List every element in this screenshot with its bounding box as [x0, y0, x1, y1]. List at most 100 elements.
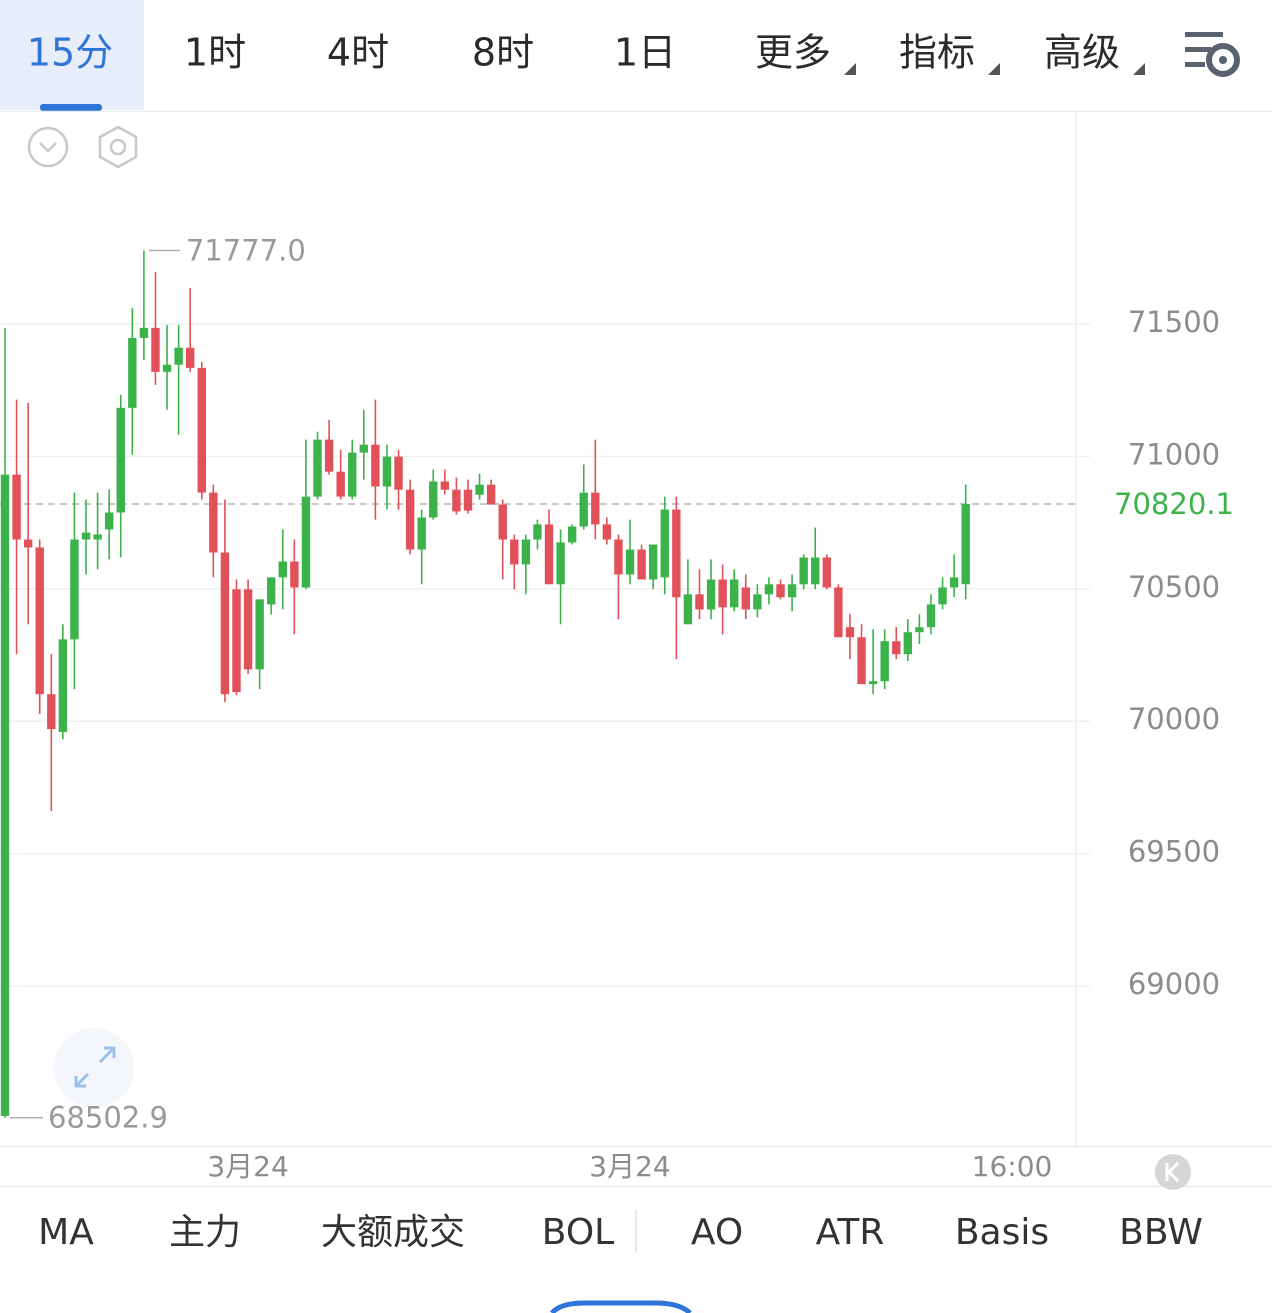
- y-tick-label: 71500: [1128, 305, 1220, 339]
- candle-body: [405, 489, 415, 550]
- icon-gear-center: [1219, 56, 1227, 64]
- candle-body: [70, 539, 79, 640]
- icon-hole: [109, 138, 127, 156]
- candle-body: [47, 694, 56, 730]
- icon-k: [1165, 1161, 1180, 1183]
- candle-body: [706, 579, 716, 610]
- timeframe-tab[interactable]: 8时: [472, 31, 534, 75]
- timeframe-tab[interactable]: 1日: [614, 31, 676, 75]
- candle-body: [892, 641, 901, 655]
- candle-body: [35, 547, 44, 695]
- candle-body: [440, 481, 450, 490]
- candle-body: [452, 489, 461, 512]
- collapse-button[interactable]: [27, 126, 69, 168]
- timeframe-tab[interactable]: 15分: [27, 31, 113, 75]
- low-label: 68502.9: [48, 1101, 168, 1135]
- icon-bar: [1185, 47, 1211, 52]
- last-price-label: 70820.1: [1114, 487, 1234, 521]
- icon-arrows: [74, 1046, 116, 1088]
- candle-body: [93, 534, 102, 540]
- candle-body: [799, 557, 808, 585]
- candle-body: [811, 557, 820, 585]
- candle-body: [637, 549, 646, 580]
- candle-body: [776, 584, 785, 598]
- indicator-tab[interactable]: BOL: [542, 1212, 614, 1253]
- icon-hexagon: [98, 125, 138, 169]
- indicator-tab[interactable]: MA: [38, 1212, 94, 1253]
- candle-body: [926, 604, 936, 628]
- home-indicator: [550, 1300, 692, 1313]
- y-tick-label: 70000: [1128, 702, 1220, 736]
- candle-body: [116, 407, 125, 513]
- candle-body: [12, 474, 21, 540]
- icon-circle: [27, 126, 69, 168]
- icon-circle: [1155, 1154, 1191, 1190]
- candle-body: [556, 542, 565, 585]
- indicator-tab[interactable]: 主力: [169, 1212, 241, 1253]
- candle-body: [753, 594, 762, 610]
- x-tick-label: 16:00: [972, 1150, 1053, 1183]
- candle-body: [382, 456, 392, 487]
- timeframe-tab[interactable]: 指标: [899, 31, 975, 75]
- timeframe-tab[interactable]: 4时: [327, 31, 389, 75]
- y-tick-label: 69500: [1128, 835, 1220, 869]
- dropdown-triangle: [844, 63, 856, 75]
- candle-body: [868, 681, 878, 685]
- candle-body: [903, 632, 913, 655]
- high-label: 71777.0: [186, 234, 306, 268]
- candle-body: [0, 474, 10, 1116]
- candle-body: [880, 641, 889, 682]
- timeframe-tab[interactable]: 高级: [1044, 31, 1120, 75]
- candle-body: [672, 509, 681, 598]
- candle-body: [533, 524, 542, 540]
- candle-body: [602, 524, 612, 540]
- candle-body: [348, 452, 357, 497]
- timeframe-tab[interactable]: 更多: [755, 31, 831, 75]
- candle-body: [104, 512, 114, 530]
- fullscreen-button[interactable]: [54, 1028, 134, 1108]
- candle-body: [764, 584, 774, 595]
- x-tick-label: 3月24: [207, 1150, 288, 1183]
- timeframe-tab[interactable]: 1时: [184, 31, 246, 75]
- indicator-tab[interactable]: ATR: [816, 1212, 885, 1253]
- candle-body: [128, 337, 137, 408]
- candle-body: [787, 584, 797, 598]
- candle-body: [81, 532, 91, 540]
- kline-badge[interactable]: [1155, 1154, 1191, 1190]
- candle-body: [255, 599, 264, 670]
- candle-body: [510, 539, 519, 565]
- indicator-tab[interactable]: 大额成交: [321, 1212, 465, 1253]
- candle-body: [336, 471, 345, 497]
- indicator-tab[interactable]: BBW: [1119, 1212, 1203, 1253]
- dropdown-triangle: [988, 63, 1000, 75]
- chart-settings-button[interactable]: [98, 125, 138, 169]
- indicator-tab[interactable]: AO: [691, 1212, 743, 1253]
- candle-body: [730, 579, 739, 608]
- candle-body: [660, 509, 669, 578]
- candle-body: [220, 552, 230, 695]
- candle-body: [463, 489, 473, 511]
- y-tick-label: 71000: [1128, 437, 1220, 471]
- candle-body: [822, 557, 832, 588]
- indicator-tab[interactable]: Basis: [955, 1212, 1049, 1253]
- candle-body: [359, 444, 369, 453]
- active-tab-bg: [0, 0, 144, 110]
- candle-body: [324, 439, 334, 472]
- candle-body: [949, 577, 959, 588]
- candle-body: [232, 589, 241, 693]
- dropdown-triangle: [1133, 63, 1145, 75]
- candle-body: [741, 587, 750, 610]
- candle-body: [625, 549, 635, 575]
- candle-body: [567, 526, 577, 543]
- candle-body: [683, 594, 693, 625]
- candle-body: [417, 517, 426, 550]
- icon-bar: [1185, 32, 1223, 37]
- candle-body: [834, 587, 843, 638]
- candle-body: [498, 504, 507, 540]
- candle-body: [845, 627, 855, 638]
- candle-body: [151, 327, 160, 372]
- settings-icon[interactable]: [1185, 32, 1240, 77]
- candle-body: [695, 594, 704, 610]
- active-tab-indicator: [40, 104, 102, 111]
